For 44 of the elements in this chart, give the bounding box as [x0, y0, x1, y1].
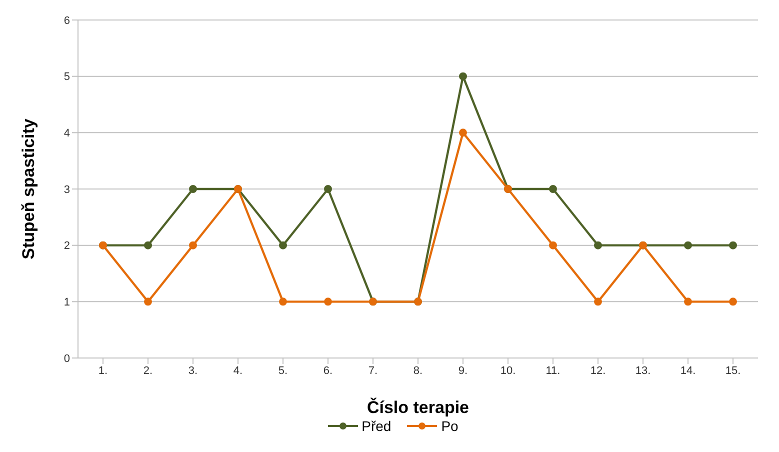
x-tick-label: 12.: [590, 364, 606, 377]
point: [684, 241, 692, 250]
y-tick-label: 4: [64, 128, 70, 140]
x-tick-label: 5.: [278, 364, 288, 377]
y-tick-label: 1: [64, 296, 70, 309]
y-tick-label: 5: [64, 71, 70, 84]
point: [594, 241, 602, 250]
y-tick-label: 6: [64, 14, 70, 27]
point: [459, 128, 467, 137]
x-axis-title: Číslo terapie: [366, 397, 470, 417]
x-tick-label: 3.: [188, 364, 198, 377]
x-tick-label: 4.: [233, 364, 243, 377]
x-tick-label: 2.: [143, 364, 153, 377]
legend-label: Po: [440, 418, 458, 434]
x-tick-label: 14.: [680, 364, 696, 377]
point: [549, 185, 557, 193]
y-axis-title: Stupeň spasticity: [19, 118, 38, 260]
point: [459, 72, 467, 80]
x-tick-label: 6.: [323, 364, 333, 377]
point: [324, 185, 332, 193]
point: [729, 298, 737, 306]
point: [279, 298, 287, 306]
y-tick-label: 3: [64, 184, 70, 196]
point: [594, 298, 602, 306]
y-tick-label: 0: [64, 352, 70, 365]
point: [324, 298, 332, 306]
point: [684, 298, 692, 306]
point: [729, 241, 737, 250]
x-tick-label: 13.: [635, 364, 651, 377]
point: [189, 185, 197, 193]
x-tick-label: 9.: [458, 364, 468, 377]
point: [189, 241, 197, 250]
x-tick-label: 7.: [368, 364, 378, 377]
y-tick-label: 2: [64, 240, 70, 252]
x-tick-label: 15.: [725, 364, 741, 377]
x-tick-label: 11.: [546, 364, 560, 377]
point: [549, 241, 557, 250]
point: [144, 241, 152, 250]
x-tick-label: 10.: [500, 364, 516, 377]
x-tick-label: 1.: [98, 364, 108, 377]
legend-label: Před: [360, 418, 392, 434]
x-tick-label: 8.: [413, 364, 423, 377]
point: [144, 298, 152, 306]
point: [279, 241, 287, 250]
